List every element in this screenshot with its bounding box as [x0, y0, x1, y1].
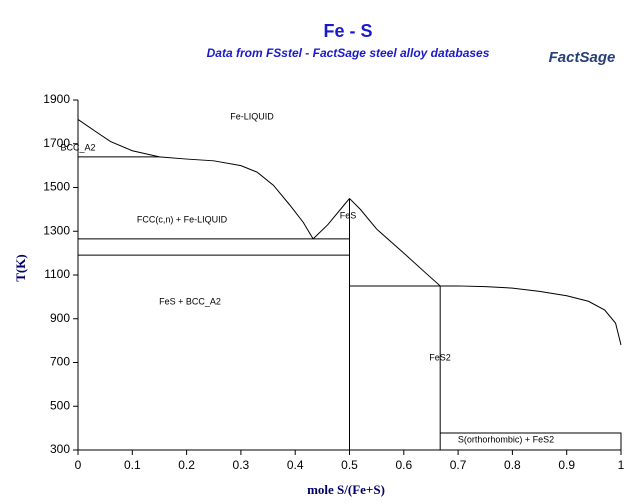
phase-boundary — [349, 198, 441, 287]
x-tick-label: 0.9 — [558, 458, 575, 472]
region-label: S(orthorhombic) + FeS2 — [458, 434, 554, 444]
region-label: FeS2 — [429, 352, 451, 362]
region-label: FeS + BCC_A2 — [159, 296, 221, 306]
chart-title: Fe - S — [323, 21, 372, 41]
x-tick-label: 0.7 — [450, 458, 467, 472]
y-axis-label: T(K) — [13, 254, 28, 281]
x-tick-label: 0.2 — [178, 458, 195, 472]
x-tick-label: 0.8 — [504, 458, 521, 472]
chart-subtitle: Data from FSstel - FactSage steel alloy … — [207, 46, 490, 60]
phase-boundary — [77, 119, 314, 240]
x-tick-label: 0 — [75, 458, 82, 472]
x-tick-label: 0.6 — [395, 458, 412, 472]
x-tick-label: 0.1 — [124, 458, 141, 472]
y-tick-label: 500 — [50, 398, 70, 412]
x-tick-label: 0.4 — [287, 458, 304, 472]
region-label: FCC(c,n) + Fe-LIQUID — [137, 214, 228, 224]
x-tick-label: 0.5 — [341, 458, 358, 472]
x-tick-label: 0.3 — [233, 458, 250, 472]
y-tick-label: 900 — [50, 311, 70, 325]
x-axis-label: mole S/(Fe+S) — [307, 482, 385, 497]
y-tick-label: 1700 — [43, 136, 70, 150]
y-tick-label: 300 — [50, 442, 70, 456]
x-tick-label: 1 — [618, 458, 625, 472]
phase-boundary — [312, 198, 350, 240]
region-label: BCC_A2 — [60, 142, 95, 152]
y-tick-label: 1500 — [43, 180, 70, 194]
y-tick-label: 1300 — [43, 223, 70, 237]
phase-boundary — [440, 285, 622, 346]
y-tick-label: 700 — [50, 355, 70, 369]
y-tick-label: 1900 — [43, 92, 70, 106]
region-label: Fe-LIQUID — [230, 111, 274, 121]
region-label: FeS — [340, 210, 357, 220]
logo: FactSage — [549, 49, 616, 66]
y-tick-label: 1100 — [44, 267, 70, 281]
